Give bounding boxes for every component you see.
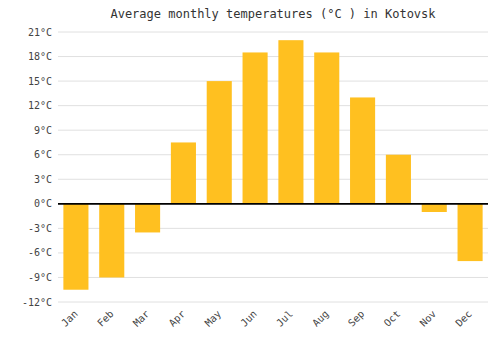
grid-line [58, 81, 488, 82]
x-tick-label: Apr [167, 308, 188, 329]
y-tick-label: -3°C [28, 223, 52, 234]
y-tick-label: 0°C [34, 198, 52, 209]
bar [135, 204, 160, 233]
y-tick-label: -6°C [28, 247, 52, 258]
grid-line [58, 203, 488, 204]
x-tick-label: Mar [131, 308, 152, 329]
bar [207, 81, 232, 204]
y-tick-label: 15°C [28, 76, 52, 87]
y-tick-label: 18°C [28, 51, 52, 62]
grid-line [58, 302, 488, 303]
y-tick-label: 3°C [34, 174, 52, 185]
bar [386, 155, 411, 204]
bar [458, 204, 483, 261]
y-tick-label: -9°C [28, 272, 52, 283]
x-tick-labels: Jan Feb Mar Apr May Jun Jul Aug Sep Oct Nov Dec [59, 308, 474, 329]
x-tick-label: Jan [59, 308, 80, 329]
bar [314, 52, 339, 203]
grid-line [58, 154, 488, 155]
y-tick-label: -12°C [22, 297, 52, 308]
chart: -12°C -9°C -6°C -3°C 0°C 3°C 6°C 9°C 12°C 15°C 18°… [0, 0, 500, 350]
bar [99, 204, 124, 278]
bar [278, 40, 303, 204]
y-tick-label: 6°C [34, 149, 52, 160]
bar [63, 204, 88, 290]
bar [243, 52, 268, 203]
zero-line [58, 203, 488, 205]
x-tick-label: Oct [382, 308, 403, 329]
x-tick-label: Aug [310, 308, 331, 329]
grid-line [58, 130, 488, 131]
bars [63, 40, 482, 290]
grid [58, 32, 488, 302]
y-tick-label: 9°C [34, 125, 52, 136]
grid-line [58, 32, 488, 33]
x-tick-label: Jun [238, 308, 259, 329]
x-tick-label: Feb [95, 308, 116, 329]
title: Average monthly temperatures (°C ) in Ko… [110, 7, 436, 21]
bar [171, 142, 196, 203]
y-tick-labels: -12°C -9°C -6°C -3°C 0°C 3°C 6°C 9°C 12°C 15°C 18°… [22, 27, 52, 308]
grid-line [58, 56, 488, 57]
x-tick-label: Nov [418, 308, 439, 329]
chart-container: -12°C -9°C -6°C -3°C 0°C 3°C 6°C 9°C 12°C 15°C 18°… [0, 0, 500, 350]
y-tick-label: 21°C [28, 27, 52, 38]
x-tick-label: Sep [346, 308, 367, 329]
x-tick-label: Jul [274, 308, 295, 329]
x-tick-label: May [203, 308, 224, 329]
grid-line [58, 179, 488, 180]
y-tick-label: 12°C [28, 100, 52, 111]
bar [350, 97, 375, 203]
bar [422, 204, 447, 212]
grid-line [58, 105, 488, 106]
x-tick-label: Dec [453, 308, 474, 329]
